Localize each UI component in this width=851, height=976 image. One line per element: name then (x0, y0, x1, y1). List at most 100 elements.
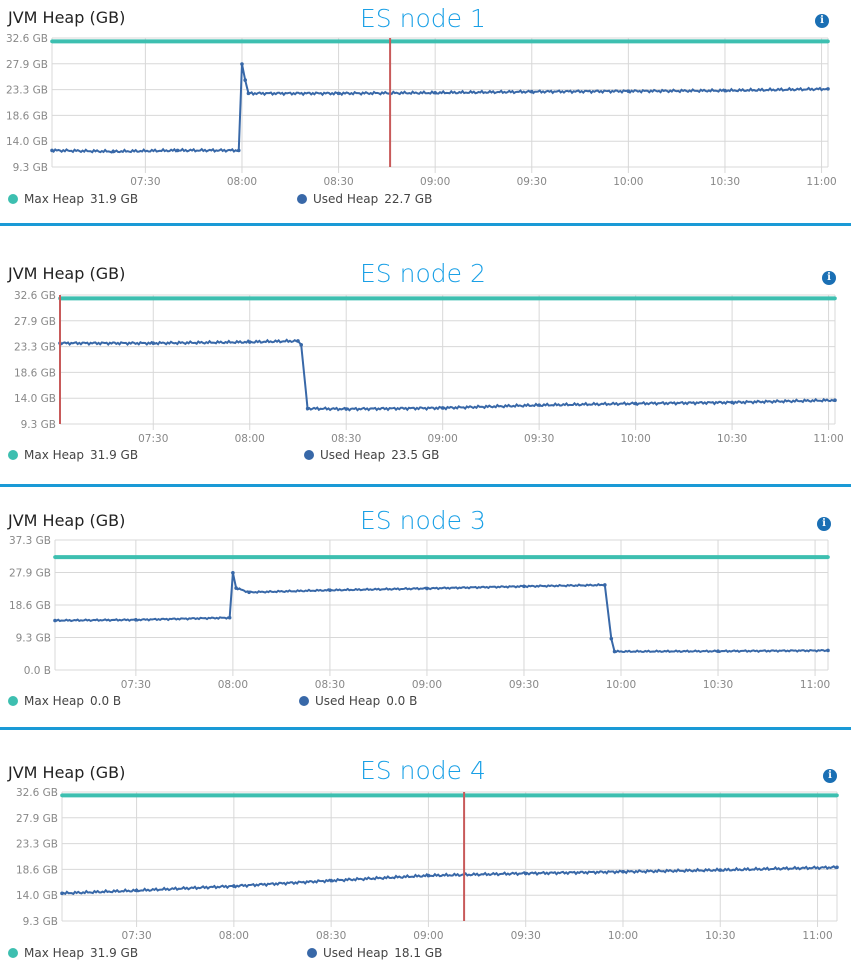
node-label: ES node 1 (360, 4, 486, 33)
y-tick-label: 18.6 GB (6, 110, 48, 122)
x-tick-label: 07:30 (121, 930, 151, 942)
x-tick-label: 08:00 (219, 930, 249, 942)
x-tick-label: 07:30 (121, 679, 151, 691)
legend-used-heap[interactable]: Used Heap 0.0 B (299, 694, 417, 708)
data-point (53, 555, 57, 559)
data-point (236, 148, 241, 153)
x-tick-label: 08:30 (323, 176, 353, 188)
data-point (336, 91, 341, 96)
legend-max-label: Max Heap (24, 694, 84, 708)
legend-max-label: Max Heap (24, 448, 84, 462)
legend-used-label: Used Heap (315, 694, 381, 708)
series-used-heap[interactable] (61, 865, 838, 896)
y-tick-label: 18.6 GB (9, 600, 51, 612)
legend-used-heap[interactable]: Used Heap 23.5 GB (304, 448, 439, 462)
info-icon[interactable]: i (823, 769, 837, 783)
series-used-heap[interactable] (54, 572, 829, 654)
x-tick-label: 11:00 (806, 176, 836, 188)
data-point (240, 62, 244, 66)
x-tick-label: 10:30 (710, 176, 740, 188)
x-tick-label: 11:00 (813, 433, 843, 445)
legend-max-value: 31.9 GB (90, 946, 139, 960)
info-icon[interactable]: i (822, 271, 836, 285)
data-point (151, 341, 156, 345)
x-tick-label: 09:00 (428, 433, 458, 445)
x-tick-label: 07:30 (138, 433, 168, 445)
x-tick-label: 10:30 (705, 930, 735, 942)
info-icon[interactable]: i (815, 14, 829, 28)
y-tick-label: 18.6 GB (14, 367, 56, 379)
panel-separator (0, 727, 851, 730)
legend-dot-used (304, 450, 314, 460)
data-point (718, 868, 723, 872)
y-tick-label: 27.9 GB (9, 568, 51, 580)
data-point (246, 91, 251, 96)
data-point (621, 869, 625, 874)
legend-used-heap[interactable]: Used Heap 22.7 GB (297, 192, 432, 206)
data-point (234, 586, 238, 590)
data-point (134, 618, 138, 622)
legend-used-value: 23.5 GB (391, 448, 440, 462)
legend-max-heap[interactable]: Max Heap 0.0 B (8, 694, 121, 708)
x-tick-label: 08:00 (218, 679, 248, 691)
y-tick-label: 14.0 GB (16, 890, 58, 902)
data-point (537, 403, 541, 407)
data-point (612, 649, 617, 654)
legend-max-heap[interactable]: Max Heap 31.9 GB (8, 946, 138, 960)
y-tick-label: 23.3 GB (14, 342, 56, 354)
data-point (50, 148, 54, 153)
legend-dot-used (297, 194, 307, 204)
x-tick-label: 09:30 (511, 930, 541, 942)
legend-max-heap[interactable]: Max Heap 31.9 GB (8, 192, 138, 206)
data-point (50, 39, 54, 44)
legend-max-heap[interactable]: Max Heap 31.9 GB (8, 448, 138, 462)
series-used-heap[interactable] (51, 63, 829, 154)
data-point (53, 618, 57, 623)
y-tick-label: 14.0 GB (6, 136, 48, 148)
legend-used-value: 22.7 GB (384, 192, 433, 206)
legend-max-label: Max Heap (24, 946, 84, 960)
y-tick-label: 32.6 GB (14, 290, 56, 302)
data-point (426, 873, 431, 878)
x-tick-label: 08:00 (227, 176, 257, 188)
data-point (723, 88, 727, 93)
data-point (633, 401, 638, 406)
data-point (231, 570, 235, 575)
series-used-heap[interactable] (59, 338, 836, 412)
legend-used-label: Used Heap (323, 946, 389, 960)
legend-used-heap[interactable]: Used Heap 18.1 GB (307, 946, 442, 960)
data-point (60, 891, 64, 896)
legend-used-value: 0.0 B (386, 694, 418, 708)
data-point (175, 148, 180, 153)
panel-separator (0, 223, 851, 226)
data-point (826, 87, 830, 91)
y-tick-label: 0.0 B (24, 665, 51, 677)
data-point (305, 406, 310, 411)
x-tick-label: 08:30 (315, 679, 345, 691)
legend-used-value: 18.1 GB (394, 946, 443, 960)
info-icon[interactable]: i (817, 517, 831, 531)
data-point (835, 865, 839, 870)
data-point (440, 406, 445, 410)
data-point (609, 636, 614, 641)
x-tick-label: 10:00 (620, 433, 650, 445)
legend-max-label: Max Heap (24, 192, 84, 206)
x-tick-label: 09:30 (509, 679, 539, 691)
node-label: ES node 3 (360, 506, 486, 535)
chart-title: JVM Heap (GB) (8, 264, 126, 283)
y-tick-label: 32.6 GB (6, 33, 48, 45)
data-point (247, 340, 252, 344)
data-point (826, 39, 830, 44)
chart-title: JVM Heap (GB) (8, 763, 126, 782)
data-point (603, 583, 607, 587)
data-point (833, 398, 837, 402)
y-tick-label: 9.3 GB (23, 916, 58, 928)
data-point (523, 871, 528, 876)
legend-used-label: Used Heap (313, 192, 379, 206)
